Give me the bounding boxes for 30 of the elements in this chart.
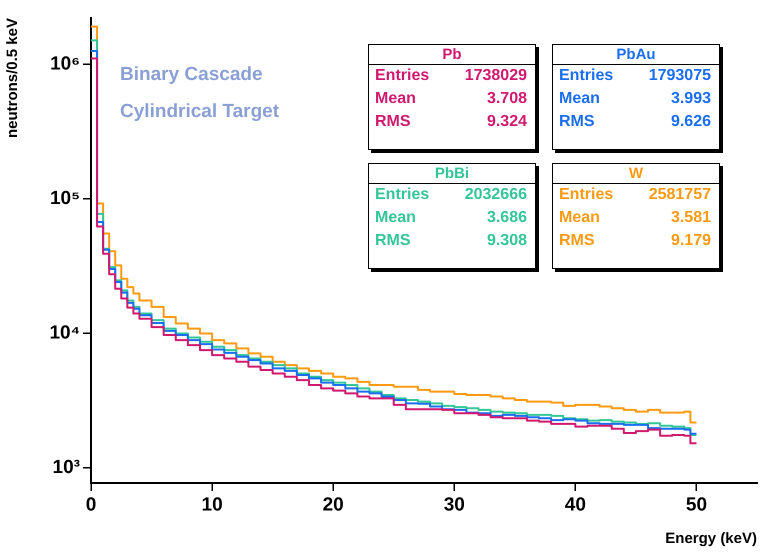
x-axis-title: Energy (keV) xyxy=(665,530,757,548)
x-tick-label: 0 xyxy=(86,494,96,516)
x-tick-label: 20 xyxy=(322,494,344,516)
text: PbBi xyxy=(369,164,535,184)
text: Mean 3.708 xyxy=(375,90,527,107)
y-tick-label: 10⁵ xyxy=(50,188,80,209)
text: Mean 3.686 xyxy=(375,209,527,226)
x-tick-label: 30 xyxy=(444,494,465,516)
annotation: Binary Cascade xyxy=(120,64,263,86)
text: Entries 2581757 xyxy=(559,186,711,203)
text: RMS 9.179 xyxy=(559,232,711,249)
x-tick-label: 40 xyxy=(564,494,586,516)
x-tick-label: 10 xyxy=(202,494,223,516)
text: RMS 9.626 xyxy=(559,113,711,130)
y-tick-label: 10⁴ xyxy=(49,322,80,344)
y-axis-title: neutrons/0.5 keV xyxy=(4,18,22,138)
text: W xyxy=(553,164,719,184)
text: PbAu xyxy=(553,45,719,65)
x-tick-label: 50 xyxy=(686,494,708,516)
text: RMS 9.308 xyxy=(375,232,527,249)
text: Entries 1738029 xyxy=(375,67,527,84)
y-tick-label: 10³ xyxy=(52,456,80,478)
text: Mean 3.993 xyxy=(559,90,711,107)
text: RMS 9.324 xyxy=(375,113,527,130)
annotation: Cylindrical Target xyxy=(120,101,280,123)
y-tick-label: 10⁶ xyxy=(50,53,80,74)
text: Pb xyxy=(369,45,535,65)
text: Entries 1793075 xyxy=(559,67,711,84)
text: Entries 2032666 xyxy=(375,186,527,203)
text: Mean 3.581 xyxy=(559,209,711,226)
